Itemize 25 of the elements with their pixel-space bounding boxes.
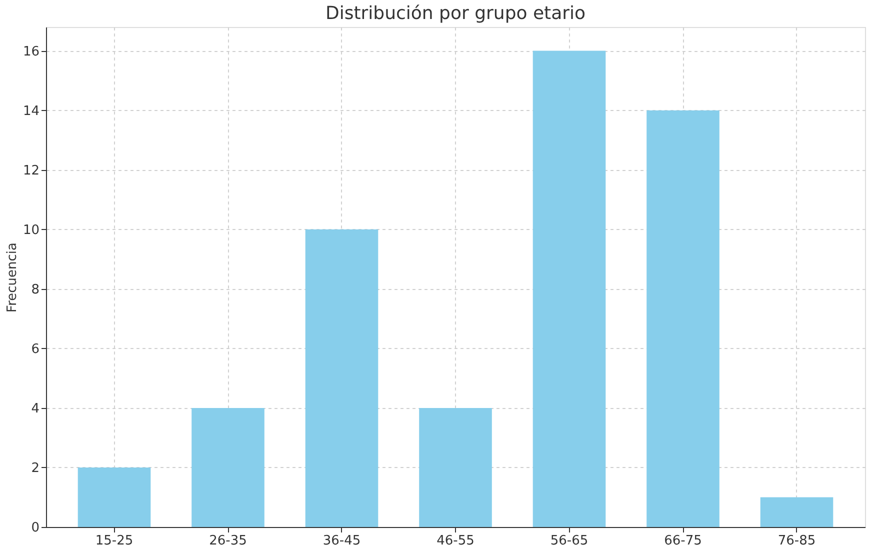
bar: [646, 110, 720, 527]
x-tick-label: 56-65: [550, 534, 588, 548]
x-tick-label: 15-25: [95, 534, 134, 548]
y-tick-label: 10: [22, 222, 40, 238]
bar: [305, 229, 378, 527]
y-tick-label: 4: [31, 401, 40, 416]
x-tick-label: 46-55: [436, 534, 474, 548]
y-tick-label: 0: [31, 520, 40, 536]
bar: [419, 408, 492, 527]
chart-title: Distribución por grupo etario: [325, 3, 586, 24]
y-tick-label: 14: [22, 104, 40, 119]
bar: [532, 50, 606, 527]
bar: [78, 467, 151, 527]
y-tick-label: 16: [22, 44, 40, 60]
y-axis-title: Frecuencia: [4, 242, 20, 312]
y-tick-label: 2: [31, 460, 40, 476]
x-tick-label: 26-35: [209, 534, 247, 548]
bar: [192, 408, 264, 527]
x-tick-label: 66-75: [664, 534, 702, 548]
bar: [760, 497, 834, 527]
y-tick-label: 12: [22, 163, 40, 178]
x-tick-label: 76-85: [778, 534, 816, 548]
y-tick-label: 8: [31, 282, 40, 298]
x-tick-label: 36-45: [322, 534, 361, 548]
y-tick-label: 6: [31, 342, 40, 357]
